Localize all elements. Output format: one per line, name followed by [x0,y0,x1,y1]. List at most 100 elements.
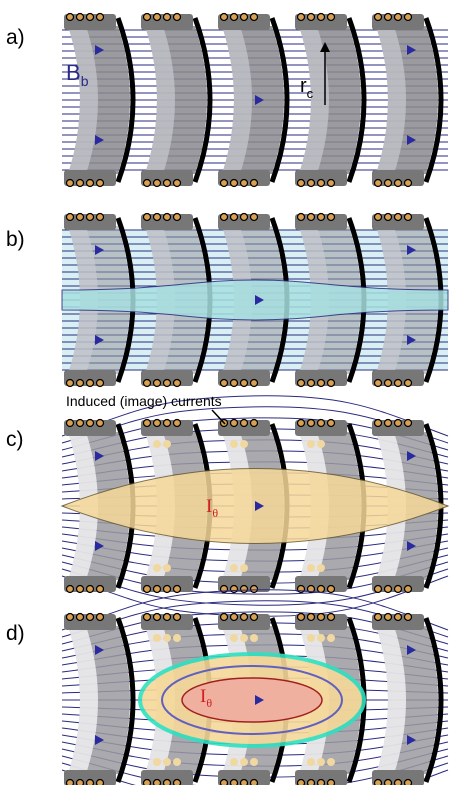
image-current [153,758,161,766]
conductor [251,180,258,187]
conductor [241,214,248,221]
image-current [230,440,238,448]
conductor [144,214,151,221]
image-current [153,440,161,448]
conductor [144,180,151,187]
conductor [97,180,104,187]
conductor [87,214,94,221]
conductor [318,180,325,187]
field-subscript: b [81,73,89,89]
conductor [385,14,392,21]
conductor [221,180,228,187]
conductor [231,180,238,187]
field-symbol: B [66,60,81,85]
conductor [328,780,335,785]
image-current [307,564,315,572]
image-current [230,634,238,642]
conductor [144,14,151,21]
conductor [154,420,161,427]
conductor [221,14,228,21]
conductor [97,214,104,221]
conductor [328,214,335,221]
conductor [164,180,171,187]
conductor [298,420,305,427]
conductor [251,214,258,221]
conductor [154,586,161,593]
conductor [231,614,238,621]
conductor [375,214,382,221]
conductor [251,380,258,387]
conductor [328,380,335,387]
conductor [251,586,258,593]
conductor [375,180,382,187]
conductor [405,380,412,387]
conductor [164,586,171,593]
conductor [97,420,104,427]
conductor [144,380,151,387]
image-current [240,564,248,572]
conductor [241,586,248,593]
conductor [154,214,161,221]
conductor [328,14,335,21]
image-current [307,758,315,766]
conductor [67,614,74,621]
image-current [163,440,171,448]
conductor [241,780,248,785]
conductor [174,14,181,21]
conductor [318,586,325,593]
conductor [328,614,335,621]
conductor [231,214,238,221]
conductor [395,180,402,187]
image-current [317,758,325,766]
image-current [173,758,181,766]
conductor [395,780,402,785]
conductor [221,380,228,387]
conductor [164,780,171,785]
radius-subscript: c [307,86,314,101]
conductor [385,380,392,387]
conductor [144,614,151,621]
conductor [164,14,171,21]
conductor [231,586,238,593]
conductor [67,380,74,387]
image-current [240,440,248,448]
conductor [385,420,392,427]
image-current [317,634,325,642]
conductor [97,14,104,21]
conductor [97,780,104,785]
conductor [67,586,74,593]
panel-label: c) [6,428,24,451]
conductor [375,420,382,427]
conductor [164,380,171,387]
conductor [77,14,84,21]
conductor [97,380,104,387]
conductor [405,420,412,427]
conductor [231,14,238,21]
image-current [173,634,181,642]
image-current [327,634,335,642]
panel-label: b) [6,228,25,251]
image-current [163,564,171,572]
conductor [77,614,84,621]
panel-label: d) [6,622,25,645]
conductor [174,586,181,593]
image-current [250,634,258,642]
conductor [154,380,161,387]
conductor [308,180,315,187]
conductor [318,420,325,427]
conductor [405,14,412,21]
conductor [87,420,94,427]
conductor [318,614,325,621]
image-current [153,564,161,572]
conductor [174,380,181,387]
image-current [163,634,171,642]
conductor [298,214,305,221]
conductor [395,380,402,387]
conductor [405,180,412,187]
image-current [250,758,258,766]
conductor [251,14,258,21]
image-current [163,758,171,766]
conductor [87,614,94,621]
conductor [87,14,94,21]
figure: a) b) c) d) Bb rc Induced (image) curren… [0,0,454,785]
